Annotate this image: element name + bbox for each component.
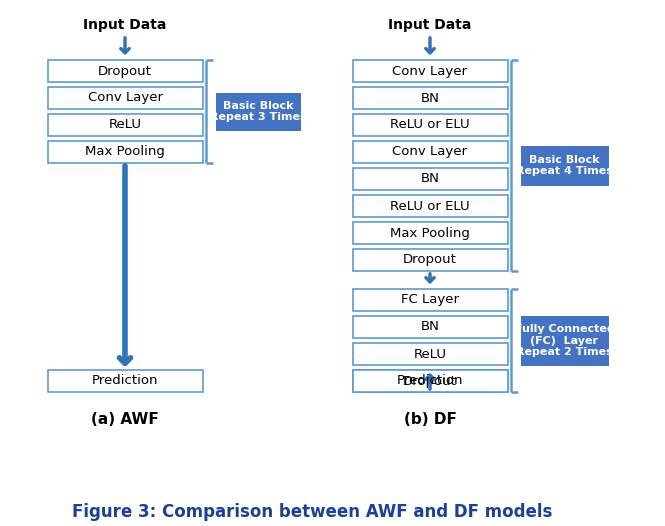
Text: Conv Layer: Conv Layer	[392, 65, 467, 77]
Text: Dropout: Dropout	[403, 375, 457, 388]
Text: BN: BN	[420, 173, 440, 186]
Text: Basic Block
Repeat 3 Times: Basic Block Repeat 3 Times	[209, 100, 307, 123]
Bar	[352, 222, 507, 244]
Text: Input Data: Input Data	[388, 18, 471, 32]
Bar	[47, 87, 203, 109]
Text: Figure 3: Comparison between AWF and DF models: Figure 3: Comparison between AWF and DF …	[72, 503, 553, 521]
Bar	[352, 370, 507, 392]
Text: ReLU: ReLU	[108, 118, 142, 132]
Bar	[352, 141, 507, 163]
Text: BN: BN	[420, 320, 440, 333]
Text: Prediction: Prediction	[397, 375, 464, 388]
Bar	[352, 195, 507, 217]
Bar	[352, 289, 507, 311]
Text: Conv Layer: Conv Layer	[392, 146, 467, 158]
Text: ReLU or ELU: ReLU or ELU	[390, 118, 469, 132]
Bar	[47, 114, 203, 136]
Text: ReLU or ELU: ReLU or ELU	[390, 199, 469, 213]
Bar	[47, 141, 203, 163]
Bar	[215, 93, 301, 130]
Text: Max Pooling: Max Pooling	[85, 146, 165, 158]
Bar	[47, 370, 203, 392]
Text: Fully Connected
(FC)  Layer
Repeat 2 Times: Fully Connected (FC) Layer Repeat 2 Time…	[515, 324, 614, 357]
Text: Basic Block
Repeat 4 Times: Basic Block Repeat 4 Times	[516, 155, 613, 176]
Bar	[352, 249, 507, 271]
Text: Max Pooling: Max Pooling	[390, 227, 470, 239]
Text: FC Layer: FC Layer	[401, 294, 459, 307]
Bar	[47, 60, 203, 82]
Bar	[352, 370, 507, 392]
Bar	[521, 316, 608, 366]
Text: Dropout: Dropout	[98, 65, 152, 77]
Text: Conv Layer: Conv Layer	[88, 92, 162, 105]
Bar	[352, 168, 507, 190]
Text: Dropout: Dropout	[403, 254, 457, 267]
Bar	[352, 114, 507, 136]
Text: (a) AWF: (a) AWF	[91, 412, 159, 428]
Bar	[352, 60, 507, 82]
Bar	[352, 87, 507, 109]
Bar	[352, 343, 507, 365]
Text: Input Data: Input Data	[83, 18, 167, 32]
Text: (b) DF: (b) DF	[404, 412, 456, 428]
Bar	[521, 146, 608, 186]
Text: Prediction: Prediction	[92, 375, 158, 388]
Text: ReLU: ReLU	[414, 348, 446, 360]
Text: BN: BN	[420, 92, 440, 105]
Bar	[352, 316, 507, 338]
